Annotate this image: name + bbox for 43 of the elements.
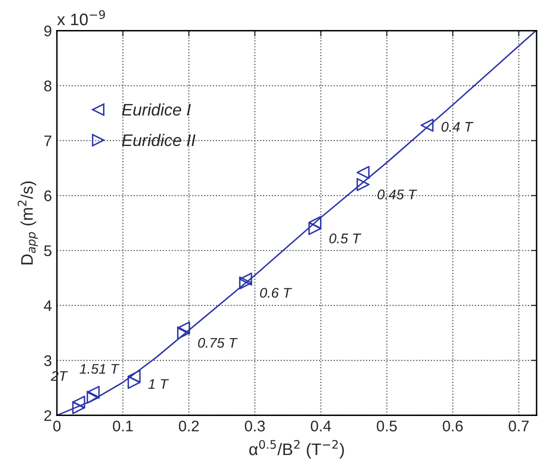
- x-tick-label: 0.1: [112, 420, 133, 432]
- annotation: 1 T: [148, 379, 169, 389]
- point: [128, 376, 141, 389]
- y-tick-label: 4: [44, 300, 52, 311]
- point: [86, 386, 100, 399]
- point: [239, 276, 252, 290]
- y-tick-label: 5: [44, 246, 52, 256]
- point: [356, 178, 370, 192]
- x-tick-label: 0.6: [442, 420, 463, 432]
- point: [72, 401, 86, 414]
- annotation: 0.75 T: [198, 338, 238, 348]
- y-tick-label: 9: [44, 26, 52, 36]
- point: [86, 390, 100, 404]
- y-tick-label: 2: [44, 410, 52, 421]
- y-tick-label: 3: [44, 355, 52, 366]
- annotation: 1.51 T: [80, 364, 120, 374]
- point: [239, 272, 252, 286]
- x-tick-label: 0.3: [244, 420, 265, 432]
- y-tick-label: 8: [44, 80, 52, 92]
- point: [177, 326, 190, 340]
- text: x 10$^{−9}$: [57, 10, 105, 26]
- x-tick-label: 0: [53, 420, 61, 432]
- point: [128, 370, 141, 383]
- y-axis-title: D$_{app}$ (m$^{2}$/s): [18, 181, 38, 264]
- legend-label: Euridice II: [122, 134, 196, 146]
- annotation: 0.45 T: [378, 190, 418, 200]
- y-tick-label: 6: [44, 190, 52, 202]
- point: [72, 396, 86, 409]
- point: [177, 321, 190, 334]
- x-tick-label: 0.5: [376, 420, 397, 432]
- x-tick-label: 0.7: [508, 420, 529, 432]
- point: [308, 222, 322, 236]
- y-tick-label: 7: [44, 136, 52, 146]
- x-tick-label: 0.2: [178, 420, 199, 432]
- x-tick-label: 0.4: [310, 420, 331, 432]
- legend-label: Euridice I: [122, 103, 191, 116]
- point: [308, 216, 322, 229]
- annotation: 0.5 T: [329, 234, 362, 244]
- point: [420, 118, 434, 132]
- x-axis-title: α$^{0.5}$/B$^{2}$ (T$^{−2}$): [249, 440, 344, 459]
- point: [356, 166, 370, 179]
- annotation: 0.6 T: [260, 288, 292, 298]
- annotation: 0.4 T: [442, 122, 474, 132]
